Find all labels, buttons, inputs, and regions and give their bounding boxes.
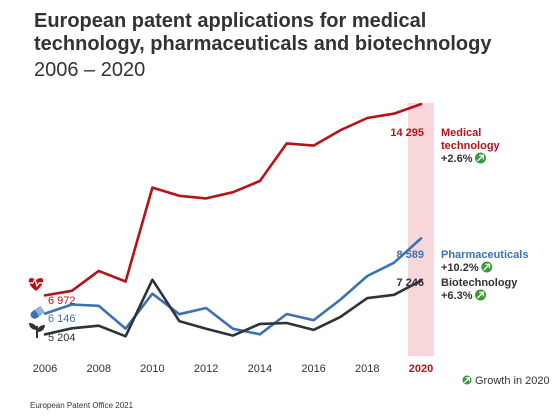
x-tick-label: 2016 — [301, 363, 325, 375]
arrow-up-right-circle-icon — [475, 290, 486, 301]
end-value-label: 7 246 — [396, 277, 424, 289]
series-line-pharma — [45, 238, 421, 334]
growth-label: +10.2% — [441, 262, 479, 274]
start-value-label: 5 204 — [48, 332, 76, 344]
arrow-up-right-circle-icon — [463, 376, 472, 385]
growth-label: +2.6% — [441, 153, 473, 165]
end-value-label: 14 295 — [390, 127, 424, 139]
pill-icon — [29, 306, 45, 321]
x-tick-label: 2020 — [409, 363, 433, 375]
x-tick-label: 2014 — [248, 363, 272, 375]
series-name-label: Biotechnology — [441, 277, 518, 289]
x-tick-label: 2008 — [86, 363, 110, 375]
source-note: European Patent Office 2021 — [30, 401, 133, 410]
series-name-label: Medical — [441, 127, 481, 139]
legend-growth-label: Growth in 2020 — [475, 375, 550, 387]
x-tick-label: 2010 — [140, 363, 164, 375]
x-tick-label: 2018 — [355, 363, 379, 375]
sprout-icon — [29, 323, 45, 338]
start-value-label: 6 146 — [48, 313, 76, 325]
x-tick-label: 2012 — [194, 363, 218, 375]
heart-pulse-icon — [29, 278, 43, 291]
series-name-label: technology — [441, 140, 501, 152]
arrow-up-right-circle-icon — [481, 262, 492, 273]
series-line-medical — [45, 104, 421, 295]
arrow-up-right-circle-icon — [475, 153, 486, 164]
series-name-label: Pharmaceuticals — [441, 249, 528, 261]
growth-label: +6.3% — [441, 290, 473, 302]
end-value-label: 8 589 — [396, 249, 424, 261]
start-value-label: 6 972 — [48, 295, 76, 307]
x-tick-label: 2006 — [33, 363, 57, 375]
highlight-band-2020 — [408, 103, 434, 356]
